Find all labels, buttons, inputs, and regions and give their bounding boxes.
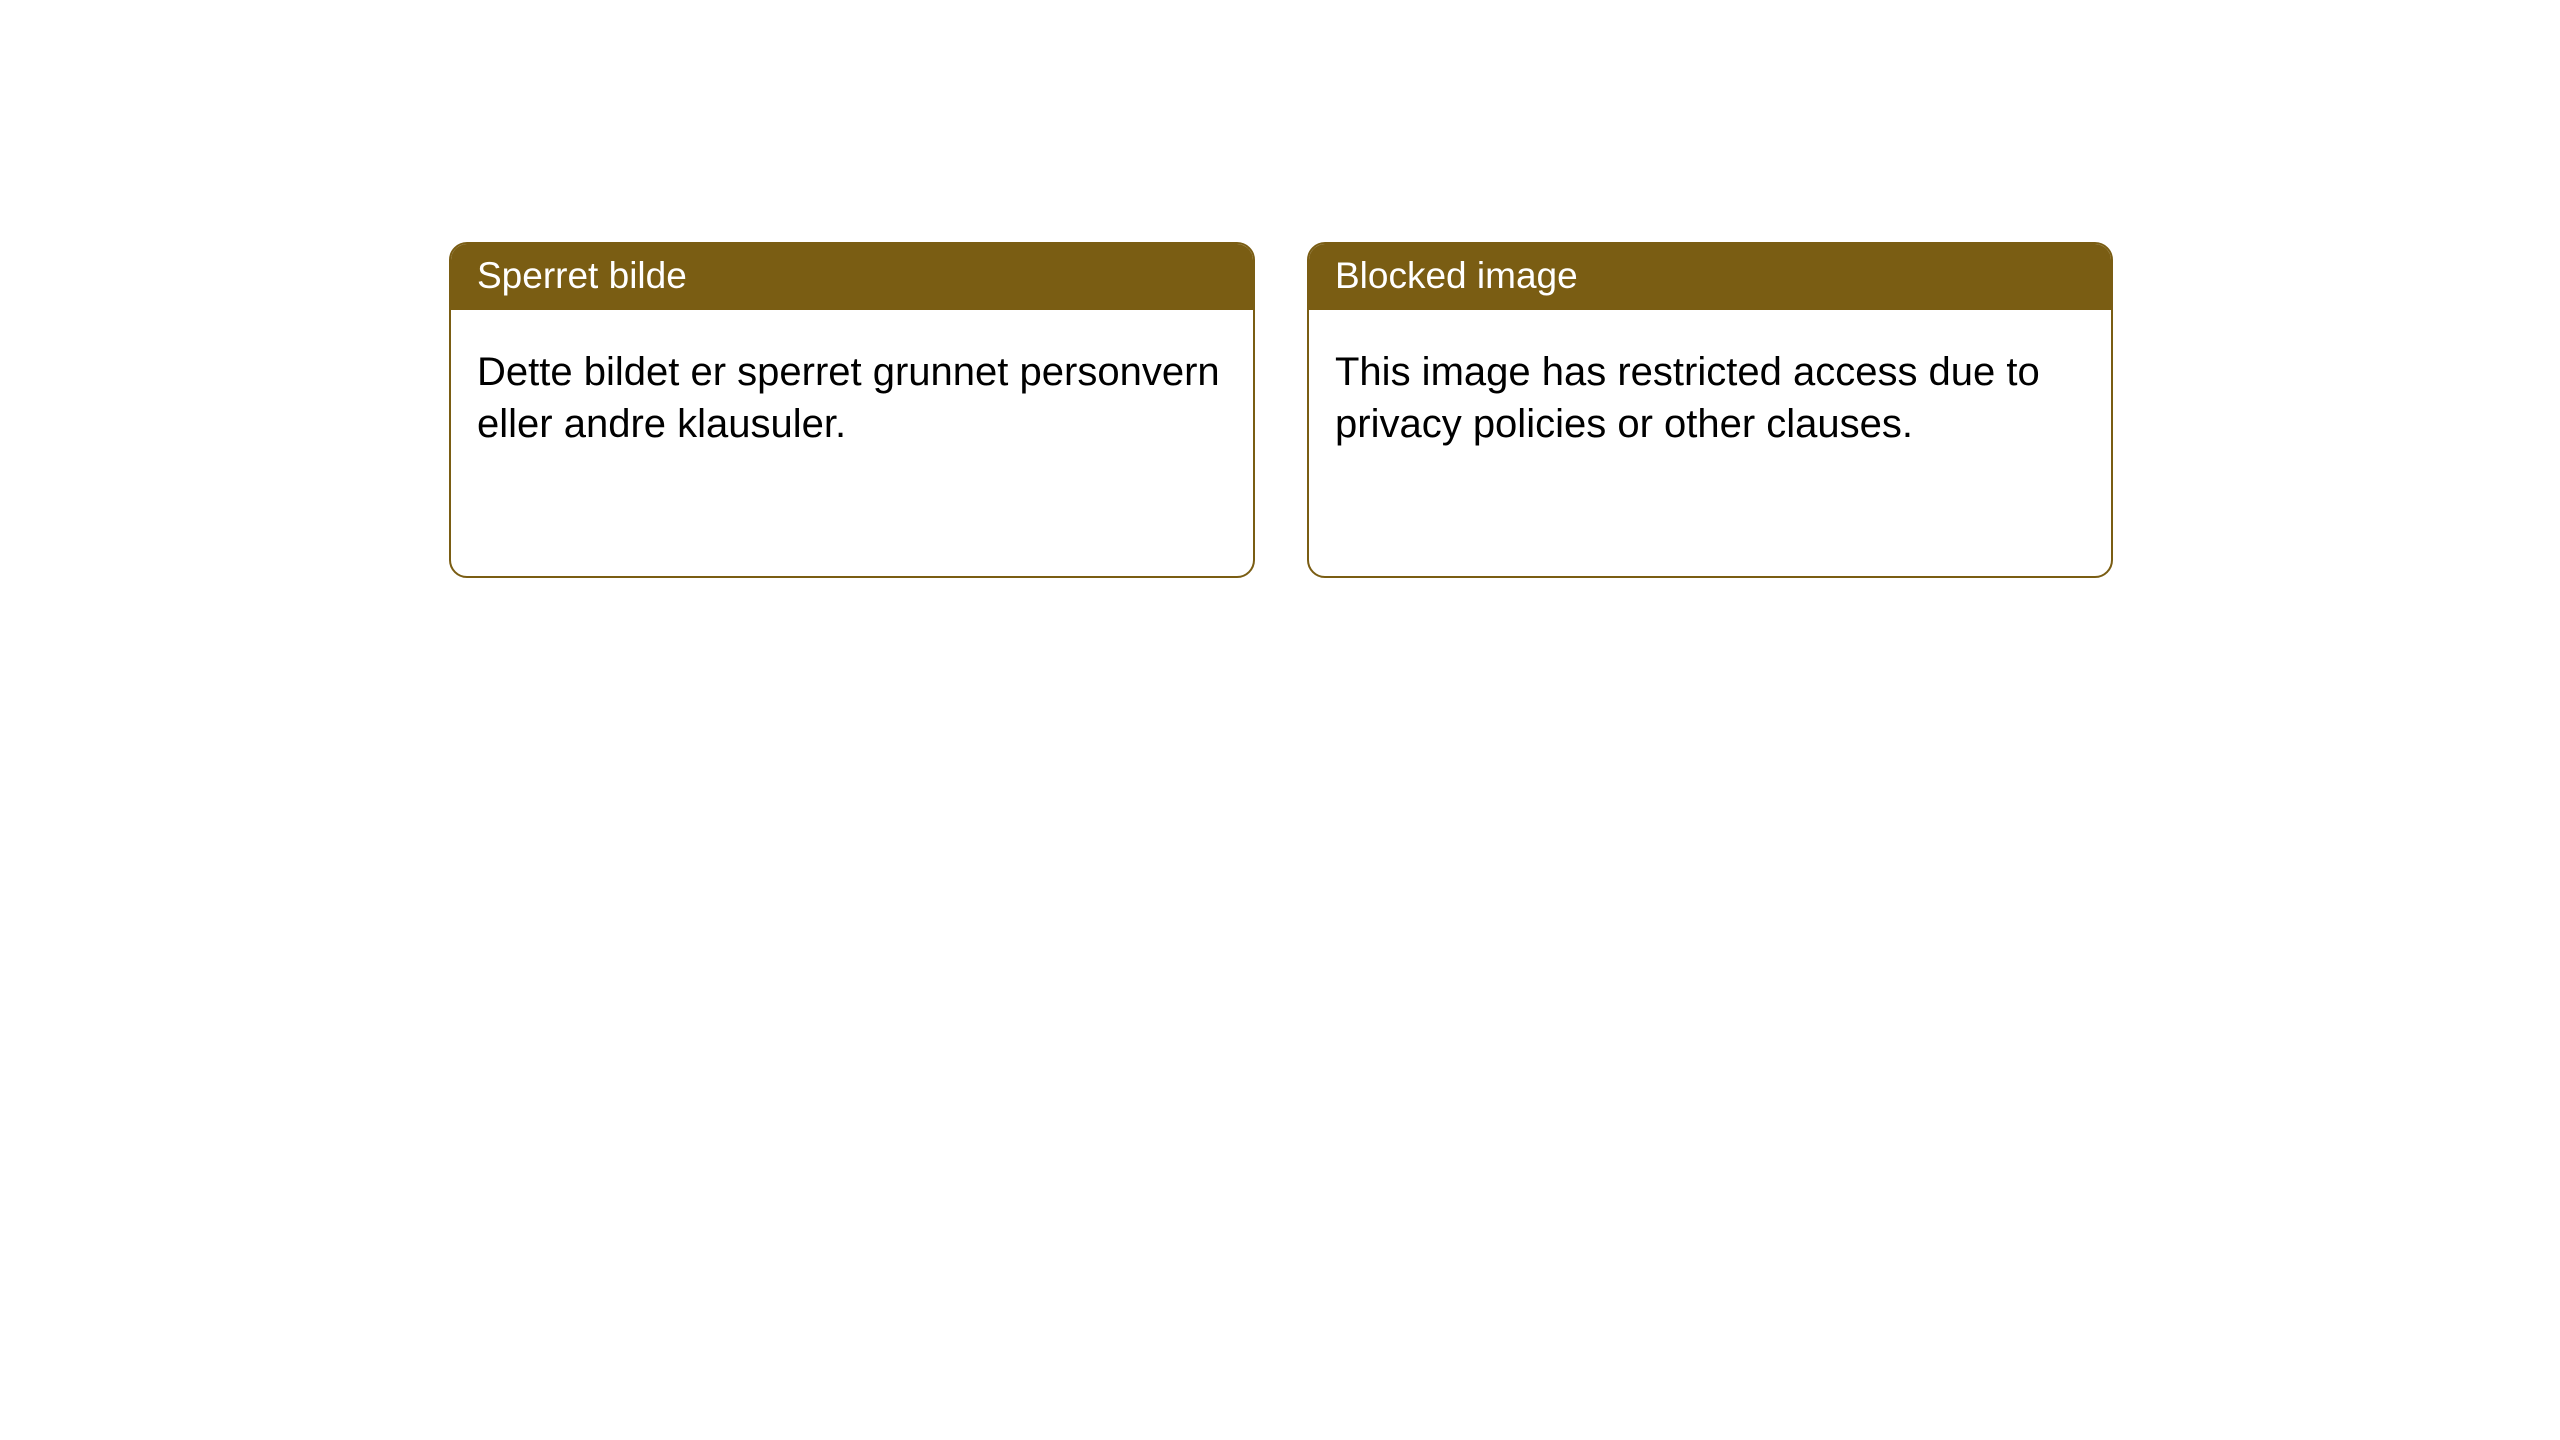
- notice-body: Dette bildet er sperret grunnet personve…: [451, 310, 1253, 476]
- notice-header: Sperret bilde: [451, 244, 1253, 310]
- notice-body: This image has restricted access due to …: [1309, 310, 2111, 476]
- notice-header: Blocked image: [1309, 244, 2111, 310]
- notice-box-english: Blocked image This image has restricted …: [1307, 242, 2113, 578]
- notice-container: Sperret bilde Dette bildet er sperret gr…: [449, 242, 2113, 578]
- notice-box-norwegian: Sperret bilde Dette bildet er sperret gr…: [449, 242, 1255, 578]
